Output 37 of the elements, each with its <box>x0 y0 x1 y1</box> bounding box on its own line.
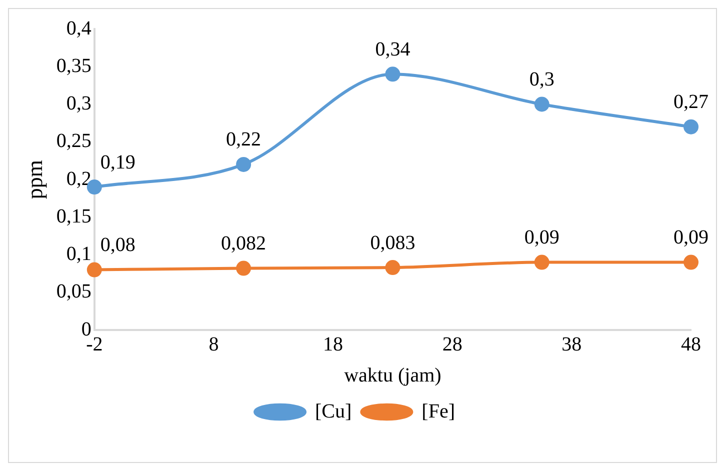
point <box>385 66 400 82</box>
legend-label: [Cu] <box>315 400 352 422</box>
y-tick-label: 0,4 <box>66 17 92 40</box>
point <box>684 254 698 270</box>
data-label: 0,08 <box>100 234 136 256</box>
point <box>534 254 550 270</box>
point <box>534 96 550 112</box>
point <box>385 260 400 276</box>
data-label: 0,34 <box>375 38 410 60</box>
data-label: 0,27 <box>674 91 708 114</box>
data-label: 0,09 <box>674 226 708 249</box>
y-tick-label: 0,15 <box>56 205 92 228</box>
x-tick-label: 18 <box>323 333 344 356</box>
data-label: 0,19 <box>100 151 136 174</box>
y-tick-label: 0,25 <box>56 130 92 152</box>
data-label: 0,09 <box>524 226 560 249</box>
point <box>236 156 252 172</box>
y-tick-label: 0,3 <box>66 92 92 114</box>
x-tick-label: 8 <box>208 333 219 356</box>
point <box>236 260 252 276</box>
x-tick-label: 38 <box>562 333 582 356</box>
x-axis-title: waktu (jam) <box>344 364 442 386</box>
legend-label: [Fe] <box>422 400 455 422</box>
data-label: 0,082 <box>221 232 266 255</box>
x-tick-label: 48 <box>681 333 701 356</box>
y-tick-label: 0,2 <box>66 168 92 190</box>
point <box>86 262 102 278</box>
y-tick-label: 0,35 <box>56 54 92 77</box>
y-axis-title: ppm <box>22 160 47 200</box>
x-tick-label: 28 <box>442 333 462 356</box>
data-label: 0,3 <box>529 68 554 90</box>
y-tick-label: 0 <box>81 318 92 340</box>
point <box>684 119 698 134</box>
data-label: 0,22 <box>226 128 262 151</box>
y-tick-label: 0,1 <box>66 243 92 265</box>
y-tick-label: 0,05 <box>56 280 92 303</box>
data-label: 0,083 <box>370 232 416 254</box>
